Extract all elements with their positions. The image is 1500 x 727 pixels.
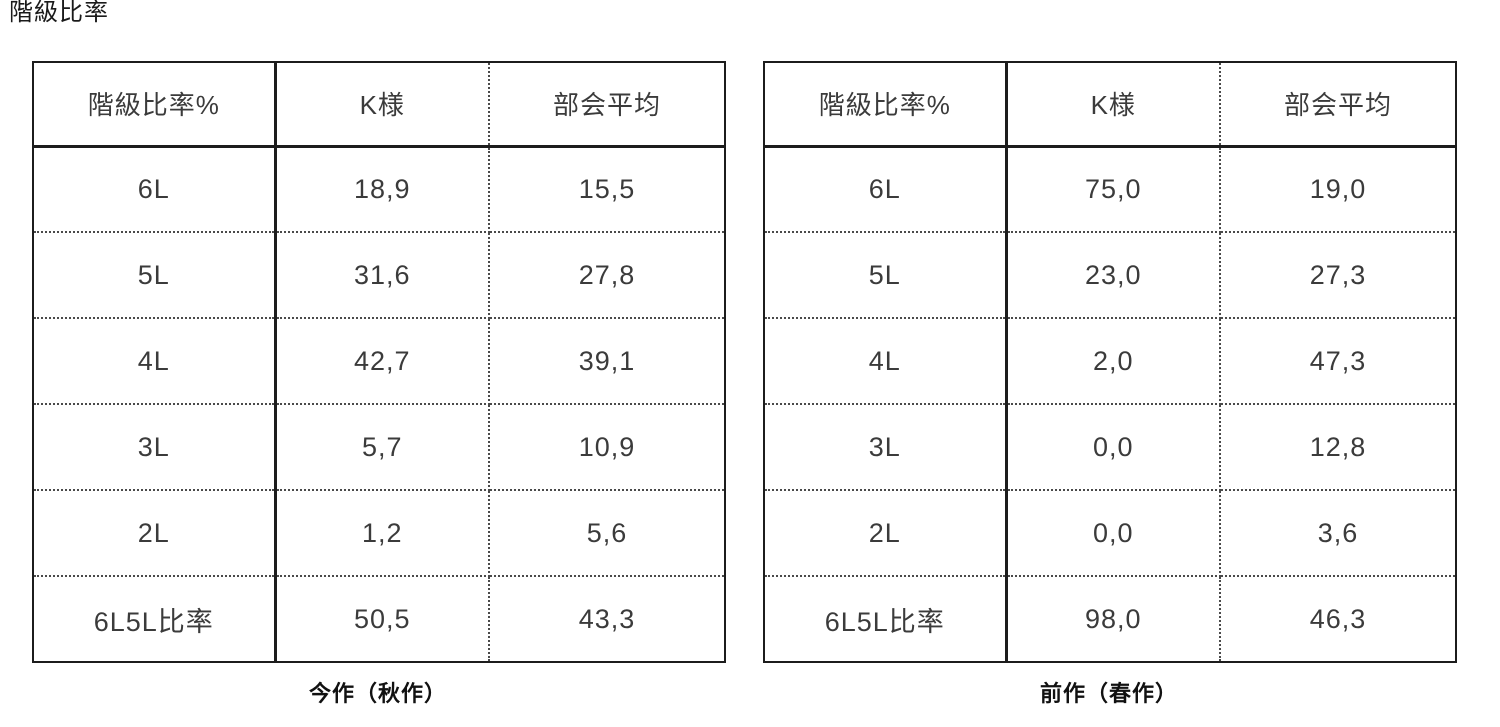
table-row: 6L 18,9 15,5 — [33, 146, 725, 233]
row-label-cell: 4L — [33, 318, 277, 405]
caption-previous-season: 前作（春作） — [1039, 681, 1178, 706]
col-header-class-ratio: 階級比率% — [764, 62, 1008, 148]
row-label-cell: 3L — [764, 404, 1008, 491]
col-header-k-sama: K様 — [1006, 62, 1221, 148]
avg-value-cell: 47,3 — [1220, 318, 1456, 405]
table-row: 4L 2,0 47,3 — [764, 318, 1456, 405]
table-row: 2L 0,0 3,6 — [764, 490, 1456, 577]
avg-value-cell: 10,9 — [489, 404, 725, 491]
table-previous-season: 階級比率% K様 部会平均 6L 75,0 19,0 5L 23,0 27,3 … — [763, 61, 1457, 663]
avg-value-cell: 15,5 — [489, 146, 725, 233]
header-row: 階級比率% K様 部会平均 — [764, 62, 1456, 148]
table-current-season-block: 階級比率% K様 部会平均 6L 18,9 15,5 5L 31,6 27,8 … — [32, 61, 726, 708]
table-row: 6L5L比率 50,5 43,3 — [33, 576, 725, 662]
k-value-cell: 23,0 — [1006, 232, 1221, 319]
row-label-cell: 3L — [33, 404, 277, 491]
page-title: 階級比率 — [9, 0, 109, 26]
table-previous-season-block: 階級比率% K様 部会平均 6L 75,0 19,0 5L 23,0 27,3 … — [763, 61, 1457, 708]
col-header-group-average: 部会平均 — [1220, 62, 1456, 148]
k-value-cell: 18,9 — [275, 146, 490, 233]
table-row: 4L 42,7 39,1 — [33, 318, 725, 405]
table-row: 6L5L比率 98,0 46,3 — [764, 576, 1456, 662]
row-label-cell: 5L — [33, 232, 277, 319]
table-row: 2L 1,2 5,6 — [33, 490, 725, 577]
col-header-group-average: 部会平均 — [489, 62, 725, 148]
avg-value-cell: 19,0 — [1220, 146, 1456, 233]
table-row: 3L 0,0 12,8 — [764, 404, 1456, 491]
avg-value-cell: 3,6 — [1220, 490, 1456, 577]
col-header-class-ratio: 階級比率% — [33, 62, 277, 148]
k-value-cell: 5,7 — [275, 404, 490, 491]
row-label-cell: 5L — [764, 232, 1008, 319]
avg-value-cell: 27,8 — [489, 232, 725, 319]
k-value-cell: 98,0 — [1006, 576, 1221, 662]
row-label-cell: 4L — [764, 318, 1008, 405]
table-row: 5L 23,0 27,3 — [764, 232, 1456, 319]
row-label-cell: 2L — [33, 490, 277, 577]
header-row: 階級比率% K様 部会平均 — [33, 62, 725, 148]
k-value-cell: 75,0 — [1006, 146, 1221, 233]
table-current-season: 階級比率% K様 部会平均 6L 18,9 15,5 5L 31,6 27,8 … — [32, 61, 726, 663]
row-label-cell: 6L — [764, 146, 1008, 233]
k-value-cell: 31,6 — [275, 232, 490, 319]
avg-value-cell: 27,3 — [1220, 232, 1456, 319]
k-value-cell: 0,0 — [1006, 404, 1221, 491]
k-value-cell: 0,0 — [1006, 490, 1221, 577]
row-label-cell: 6L5L比率 — [764, 576, 1008, 662]
avg-value-cell: 46,3 — [1309, 603, 1367, 634]
row-label-cell: 2L — [764, 490, 1008, 577]
k-value-cell: 1,2 — [275, 490, 490, 577]
table-row: 3L 5,7 10,9 — [33, 404, 725, 491]
k-value-cell: 50,5 — [275, 576, 490, 662]
row-label-cell: 6L5L比率 — [33, 576, 277, 662]
table-row: 5L 31,6 27,8 — [33, 232, 725, 319]
col-header-k-sama: K様 — [275, 62, 490, 148]
row-label-cell: 6L — [33, 146, 277, 233]
avg-value-cell: 43,3 — [578, 603, 636, 634]
avg-value-cell: 5,6 — [489, 490, 725, 577]
k-value-cell: 2,0 — [1006, 318, 1221, 405]
avg-value-cell: 12,8 — [1220, 404, 1456, 491]
avg-value-cell: 39,1 — [489, 318, 725, 405]
k-value-cell: 42,7 — [275, 318, 490, 405]
caption-current-season: 今作（秋作） — [308, 681, 447, 706]
table-row: 6L 75,0 19,0 — [764, 146, 1456, 233]
